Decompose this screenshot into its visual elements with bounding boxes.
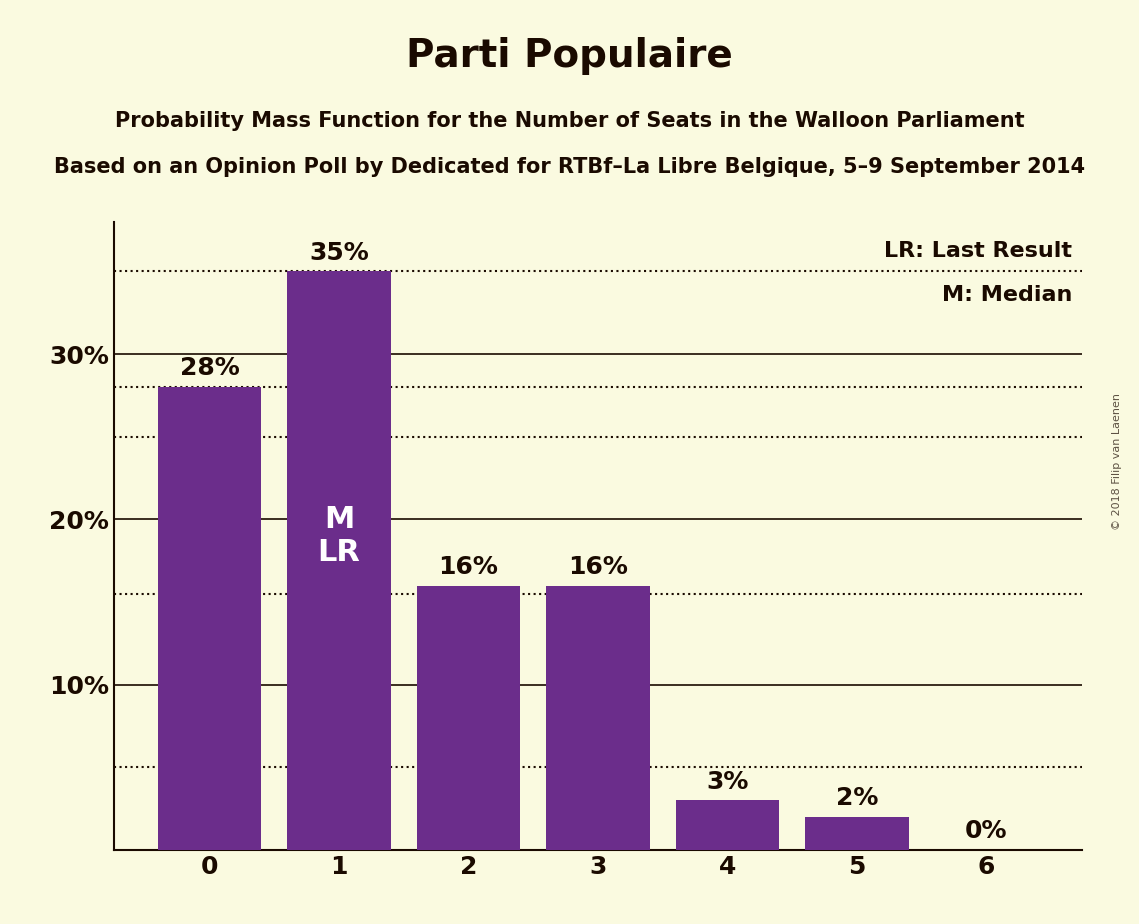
Bar [675,800,779,850]
Text: 3%: 3% [706,770,748,794]
Text: M
LR: M LR [318,505,361,567]
Bar [805,817,909,850]
Text: Based on an Opinion Poll by Dedicated for RTBf–La Libre Belgique, 5–9 September : Based on an Opinion Poll by Dedicated fo… [54,157,1085,177]
Text: Probability Mass Function for the Number of Seats in the Walloon Parliament: Probability Mass Function for the Number… [115,111,1024,131]
Text: M: Median: M: Median [942,285,1073,305]
Text: © 2018 Filip van Laenen: © 2018 Filip van Laenen [1112,394,1122,530]
Text: 16%: 16% [439,555,499,579]
Bar [417,586,521,850]
Text: 16%: 16% [568,555,628,579]
Text: 28%: 28% [180,357,239,381]
Text: 0%: 0% [965,820,1008,844]
Bar [547,586,649,850]
Text: Parti Populaire: Parti Populaire [407,37,732,75]
Text: 2%: 2% [836,786,878,810]
Text: LR: Last Result: LR: Last Result [884,240,1073,261]
Bar [158,387,262,850]
Text: 35%: 35% [309,241,369,265]
Bar [287,272,391,850]
